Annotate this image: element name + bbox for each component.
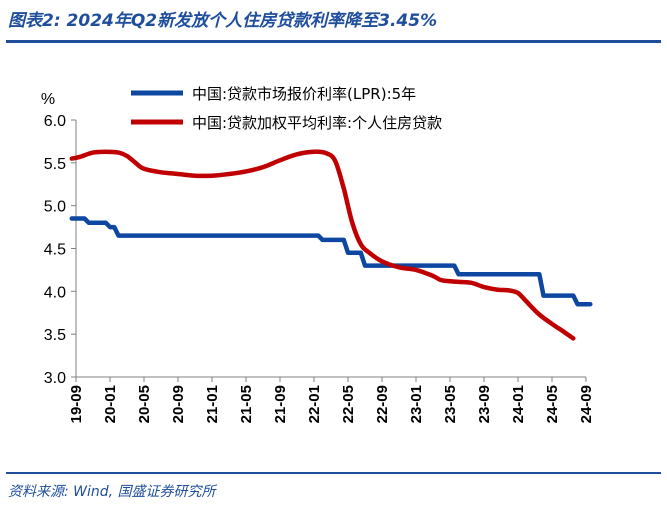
x-tick-label: 24-05 [544,385,561,423]
y-tick-label: 4.0 [44,284,66,301]
x-tick-label: 23-09 [476,385,493,423]
source-note: 资料来源: Wind, 国盛证券研究所 [8,484,216,500]
y-tick-label: 5.5 [44,156,66,173]
x-tick-label: 20-09 [170,385,187,423]
footer-divider [6,472,661,474]
title-divider [6,40,661,43]
y-tick-label: 5.0 [44,199,66,216]
legend-label: 中国:贷款加权平均利率:个人住房贷款 [192,114,442,132]
legend-label: 中国:贷款市场报价利率(LPR):5年 [192,85,416,103]
x-tick-label: 20-05 [136,385,153,423]
series-line-lpr [69,216,593,307]
x-tick-label: 22-05 [340,385,357,423]
x-tick-label: 21-09 [272,385,289,423]
x-tick-label: 24-09 [578,385,595,423]
x-tick-label: 22-09 [374,385,391,423]
y-tick-label: 3.0 [44,370,66,387]
series-layer [69,149,593,341]
x-tick-label: 22-01 [306,385,323,423]
x-tick-label: 19-09 [68,385,85,423]
x-tick-label: 21-01 [204,385,221,423]
y-tick-label: 6.0 [44,113,66,130]
x-tick-label: 24-01 [510,385,527,423]
axes: 3.0 3.5 4.0 4.5 5.0 5.5 6.0% 19-09 20-01 20-05 20-… [41,91,595,423]
chart-title: 图表2: 2024年Q2新发放个人住房贷款利率降至3.45% [8,11,438,31]
x-tick-label: 20-01 [102,385,119,423]
series-line-mortgage [69,149,576,341]
y-tick-label: 4.5 [44,242,66,259]
x-tick-label: 23-01 [408,385,425,423]
y-tick-label: 3.5 [44,327,66,344]
x-tick-label: 23-05 [442,385,459,423]
x-tick-label: 21-05 [238,385,255,423]
y-axis-label: % [41,91,55,108]
